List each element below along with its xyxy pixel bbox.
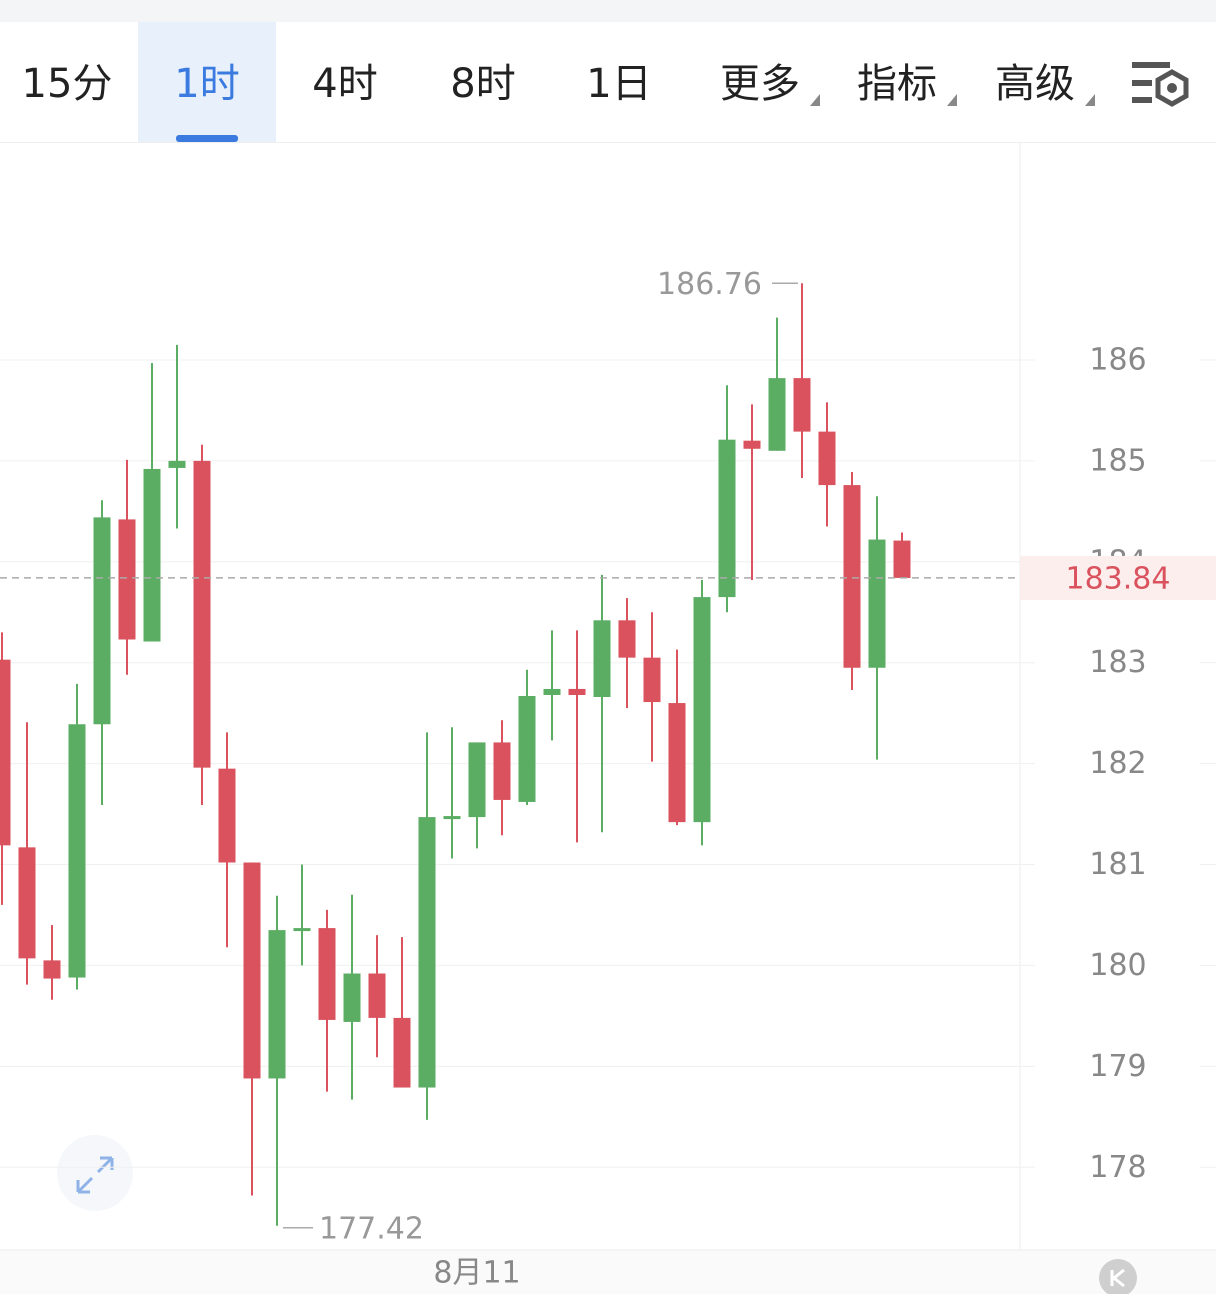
- candle-body: [68, 724, 86, 978]
- candle-body: [568, 688, 586, 695]
- candle-body: [593, 620, 611, 698]
- candle-body: [868, 539, 886, 668]
- y-tick-label: 186: [1089, 342, 1146, 377]
- candle-body: [243, 862, 261, 1079]
- settings-icon[interactable]: [1132, 62, 1189, 107]
- candle-body: [318, 928, 336, 1020]
- status-band: [0, 0, 1216, 22]
- y-tick-label: 179: [1089, 1049, 1146, 1084]
- candle-body: [18, 847, 36, 959]
- tab[interactable]: 15分: [22, 61, 113, 107]
- tab-selected-bg: [138, 22, 276, 142]
- dropdown-arrow: [947, 94, 957, 106]
- candle-body: [818, 431, 836, 486]
- candle-body: [843, 485, 861, 668]
- candle-body: [768, 378, 786, 451]
- dropdown-arrow: [1085, 94, 1095, 106]
- candle-body: [793, 378, 811, 432]
- candle-body: [668, 703, 686, 823]
- candle-body: [218, 768, 236, 863]
- tab[interactable]: 1日: [586, 61, 651, 107]
- candle-body: [418, 817, 436, 1088]
- candle-body: [618, 620, 636, 658]
- candle-body: [743, 440, 761, 449]
- candle-body: [718, 439, 736, 598]
- y-tick-label: 178: [1089, 1150, 1146, 1185]
- tab-underline: [176, 135, 238, 142]
- price-tag: [1020, 555, 1216, 600]
- tab[interactable]: 1时: [174, 61, 239, 107]
- candle-body: [118, 519, 136, 640]
- candle-body: [143, 468, 161, 642]
- x-axis-band: [0, 1250, 1216, 1294]
- candle-body: [93, 517, 111, 725]
- tab[interactable]: 更多: [720, 61, 800, 107]
- candle-body: [293, 928, 311, 932]
- candle-body: [893, 540, 911, 578]
- candle-body: [643, 657, 661, 703]
- min-label: 177.42: [319, 1211, 424, 1246]
- y-tick-label: 185: [1089, 443, 1146, 478]
- candle-body: [443, 816, 461, 820]
- y-tick-label: 183: [1089, 645, 1146, 680]
- y-tick-label: 180: [1089, 948, 1146, 983]
- candle-body: [43, 960, 61, 979]
- x-tick-label: 8月11: [433, 1256, 520, 1291]
- candle-body: [268, 930, 286, 1079]
- candle-body: [368, 973, 386, 1018]
- candle-body: [168, 460, 186, 468]
- max-label: 186.76: [657, 267, 762, 302]
- candle-body: [343, 973, 361, 1022]
- candle-body: [468, 742, 486, 818]
- tab-divider: [0, 142, 1216, 143]
- dropdown-arrow: [810, 94, 820, 106]
- k-button[interactable]: [1099, 1259, 1137, 1294]
- price-label: 183.84: [1066, 561, 1171, 596]
- tab[interactable]: 4时: [312, 61, 377, 107]
- candle-body: [393, 1017, 411, 1088]
- y-tick-label: 181: [1089, 847, 1146, 882]
- candle-body: [493, 742, 511, 800]
- candle-body: [0, 659, 11, 846]
- candle-body: [518, 695, 536, 802]
- y-tick-label: 182: [1089, 746, 1146, 781]
- candle-body: [693, 597, 711, 823]
- candle-body: [543, 688, 561, 695]
- tab[interactable]: 高级: [995, 61, 1075, 107]
- tab[interactable]: 指标: [857, 61, 937, 107]
- expand-button[interactable]: [57, 1135, 133, 1211]
- tab[interactable]: 8时: [450, 61, 515, 107]
- candle-body: [193, 460, 211, 768]
